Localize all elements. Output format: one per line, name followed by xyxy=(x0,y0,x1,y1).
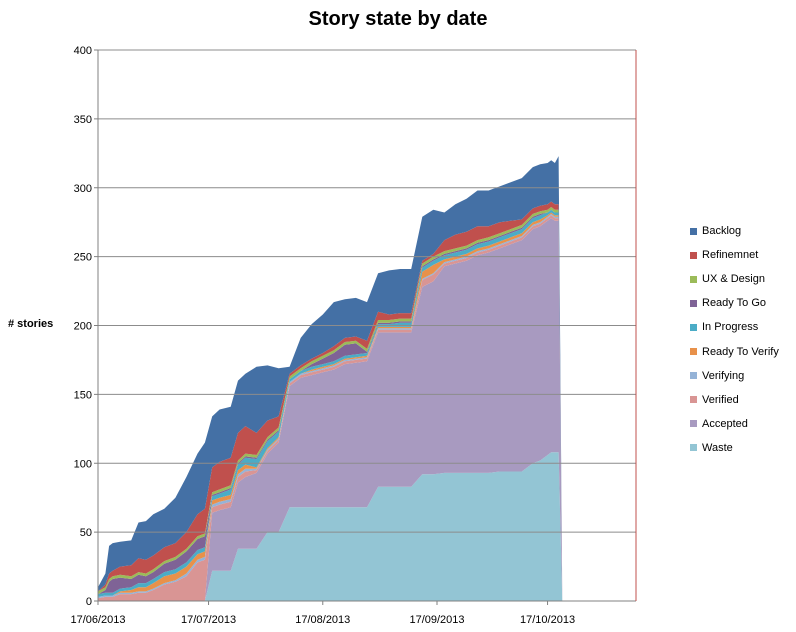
area-series-backlog xyxy=(98,156,563,601)
legend-label: Verifying xyxy=(702,369,745,382)
y-tick-label: 50 xyxy=(80,527,92,539)
legend-swatch xyxy=(690,323,697,331)
legend-item-ready-to-verify: Ready To Verify xyxy=(690,339,794,363)
legend-item-verifying: Verifying xyxy=(690,364,794,388)
legend-swatch xyxy=(690,227,697,235)
y-tick-label: 350 xyxy=(74,114,92,126)
x-tick-label: 17/07/2013 xyxy=(181,614,236,626)
legend-item-refinemnet: Refinemnet xyxy=(690,243,794,267)
legend-label: Ready To Verify xyxy=(702,345,779,358)
x-tick-label: 17/06/2013 xyxy=(70,614,125,626)
legend-label: Accepted xyxy=(702,417,748,430)
y-tick-label: 400 xyxy=(74,45,92,57)
y-tick-label: 250 xyxy=(74,252,92,264)
area-series-accepted xyxy=(98,218,563,601)
legend-label: Refinemnet xyxy=(702,249,759,262)
legend-item-verified: Verified xyxy=(690,388,794,412)
legend-item-accepted: Accepted xyxy=(690,412,794,436)
legend-label: Verified xyxy=(702,393,739,406)
chart-legend: Backlog Refinemnet UX & Design Ready To Go I… xyxy=(690,219,794,460)
legend-label: Waste xyxy=(702,441,733,454)
legend-label: UX & Design xyxy=(702,273,765,286)
area-series-refinemnet xyxy=(98,201,563,601)
y-tick-label: 300 xyxy=(74,183,92,195)
legend-swatch xyxy=(690,348,697,356)
legend-swatch xyxy=(690,299,697,307)
y-tick-label: 150 xyxy=(74,389,92,401)
legend-item-ready-to-go: Ready To Go xyxy=(690,291,794,315)
legend-swatch xyxy=(690,420,697,428)
legend-swatch xyxy=(690,275,697,283)
x-tick-label: 17/08/2013 xyxy=(295,614,350,626)
area-series-ready-to-verify xyxy=(98,212,563,601)
legend-item-ux-design: UX & Design xyxy=(690,267,794,291)
legend-swatch xyxy=(690,251,697,259)
legend-item-backlog: Backlog xyxy=(690,219,794,243)
legend-swatch xyxy=(690,372,697,380)
legend-item-in-progress: In Progress xyxy=(690,315,794,339)
legend-label: Ready To Go xyxy=(702,297,767,310)
x-tick-label: 17/10/2013 xyxy=(520,614,575,626)
y-axis-label: # stories xyxy=(8,318,54,330)
legend-label: Backlog xyxy=(702,225,742,238)
legend-item-waste: Waste xyxy=(690,436,794,460)
y-tick-label: 100 xyxy=(74,458,92,470)
x-tick-label: 17/09/2013 xyxy=(409,614,464,626)
area-series-verifying xyxy=(98,213,563,601)
chart-title: Story state by date xyxy=(308,8,488,30)
area-series-waste xyxy=(98,452,563,601)
legend-swatch xyxy=(690,396,697,404)
legend-label: In Progress xyxy=(702,321,759,334)
legend-swatch xyxy=(690,444,697,452)
y-tick-label: 0 xyxy=(86,596,92,608)
y-tick-label: 200 xyxy=(74,321,92,333)
